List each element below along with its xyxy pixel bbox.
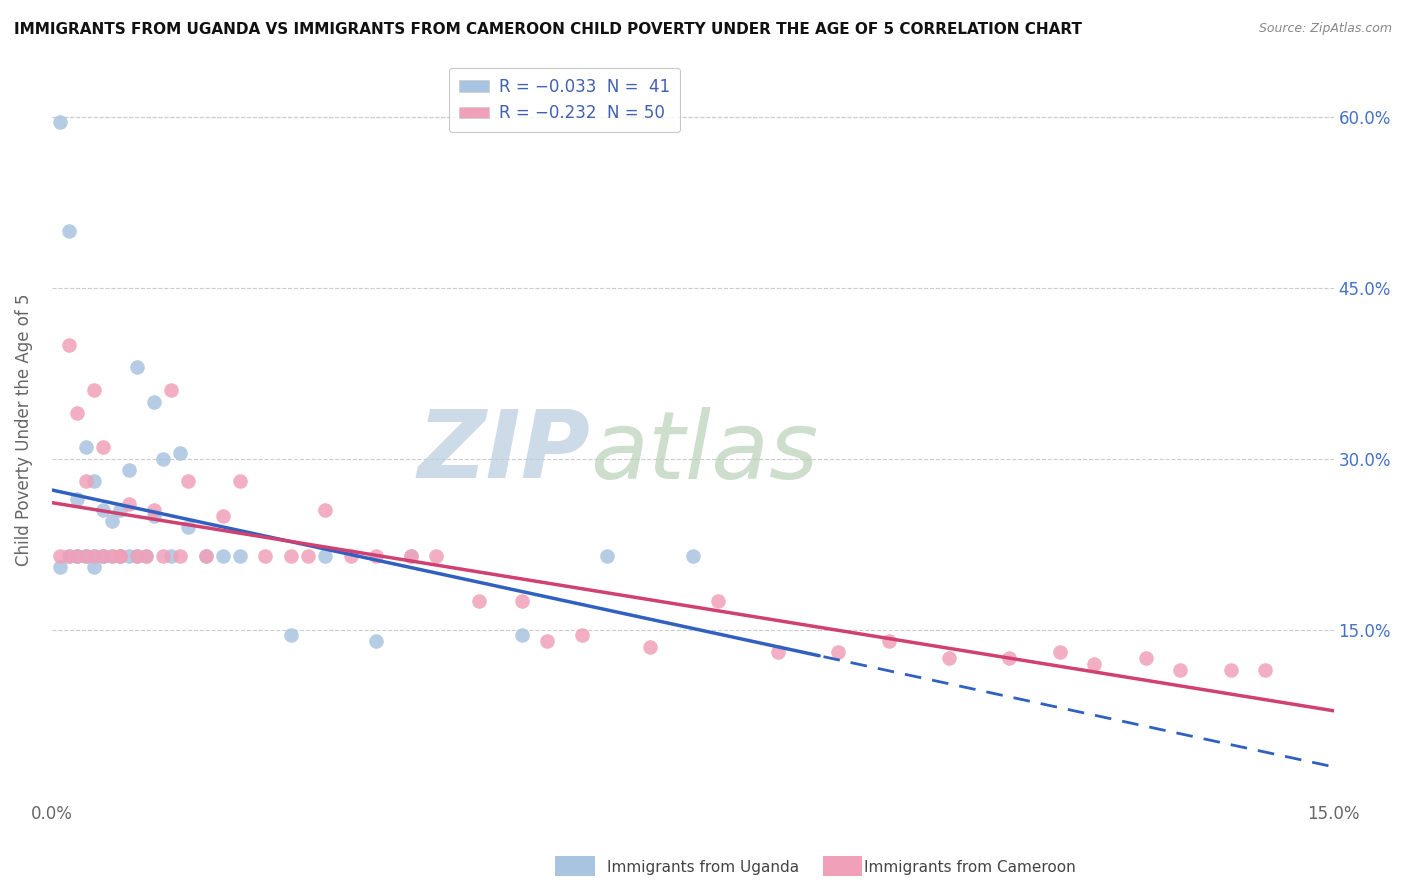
Point [1220, 663, 1243, 677]
Point [211, 508, 233, 523]
Point [66, 549, 89, 563]
Point [75, 549, 97, 563]
Point [510, 594, 533, 608]
Point [75, 475, 97, 489]
Point [49, 560, 72, 574]
Point [83, 383, 105, 397]
Point [127, 549, 149, 563]
Point [91, 549, 114, 563]
Point [58, 549, 80, 563]
Point [49, 115, 72, 129]
Legend: R = −0.033  N =  41, R = −0.232  N = 50: R = −0.033 N = 41, R = −0.232 N = 50 [449, 68, 681, 132]
Point [91, 503, 114, 517]
Text: Source: ZipAtlas.com: Source: ZipAtlas.com [1258, 22, 1392, 36]
Point [229, 549, 252, 563]
Point [169, 446, 191, 460]
Point [58, 549, 80, 563]
Point [91, 549, 114, 563]
Point [160, 549, 183, 563]
Point [127, 360, 149, 375]
Point [49, 549, 72, 563]
Point [169, 549, 191, 563]
Point [211, 549, 233, 563]
Point [596, 549, 619, 563]
Point [152, 549, 174, 563]
Point [143, 503, 166, 517]
Point [177, 475, 200, 489]
Point [127, 549, 149, 563]
Text: atlas: atlas [591, 407, 818, 498]
Point [75, 440, 97, 454]
Point [83, 549, 105, 563]
Point [314, 549, 336, 563]
Point [229, 475, 252, 489]
Point [118, 497, 141, 511]
Point [366, 634, 388, 648]
Point [468, 594, 491, 608]
Point [135, 549, 157, 563]
Point [297, 549, 319, 563]
Point [399, 549, 422, 563]
Point [280, 628, 302, 642]
Point [314, 503, 336, 517]
Point [425, 549, 447, 563]
Point [194, 549, 217, 563]
Text: ZIP: ZIP [418, 407, 591, 499]
Point [143, 508, 166, 523]
Point [75, 549, 97, 563]
Point [571, 628, 593, 642]
Point [1083, 657, 1105, 671]
Point [877, 634, 900, 648]
Point [536, 634, 558, 648]
Point [280, 549, 302, 563]
Point [1049, 645, 1071, 659]
Point [366, 549, 388, 563]
Point [75, 549, 97, 563]
Point [143, 394, 166, 409]
Y-axis label: Child Poverty Under the Age of 5: Child Poverty Under the Age of 5 [15, 293, 32, 566]
Point [66, 406, 89, 420]
Point [66, 549, 89, 563]
Point [83, 560, 105, 574]
Point [100, 549, 122, 563]
Point [160, 383, 183, 397]
Point [108, 549, 131, 563]
Point [58, 337, 80, 351]
Point [108, 549, 131, 563]
Point [938, 651, 960, 665]
Point [399, 549, 422, 563]
Point [91, 440, 114, 454]
Point [638, 640, 661, 654]
Point [998, 651, 1021, 665]
Point [1254, 663, 1277, 677]
Point [340, 549, 363, 563]
Point [66, 491, 89, 506]
Point [108, 503, 131, 517]
Point [118, 463, 141, 477]
Point [827, 645, 849, 659]
Point [83, 475, 105, 489]
Point [100, 514, 122, 528]
Point [510, 628, 533, 642]
Point [254, 549, 277, 563]
Point [83, 549, 105, 563]
Point [135, 549, 157, 563]
Text: IMMIGRANTS FROM UGANDA VS IMMIGRANTS FROM CAMEROON CHILD POVERTY UNDER THE AGE O: IMMIGRANTS FROM UGANDA VS IMMIGRANTS FRO… [14, 22, 1083, 37]
Point [66, 549, 89, 563]
Point [682, 549, 704, 563]
Point [177, 520, 200, 534]
Point [1135, 651, 1157, 665]
Point [58, 224, 80, 238]
Point [194, 549, 217, 563]
Point [91, 549, 114, 563]
Point [766, 645, 789, 659]
Text: Immigrants from Uganda: Immigrants from Uganda [607, 860, 799, 874]
Point [152, 451, 174, 466]
Point [707, 594, 730, 608]
Point [1168, 663, 1191, 677]
Text: Immigrants from Cameroon: Immigrants from Cameroon [865, 860, 1076, 874]
Point [100, 549, 122, 563]
Point [118, 549, 141, 563]
Point [108, 549, 131, 563]
